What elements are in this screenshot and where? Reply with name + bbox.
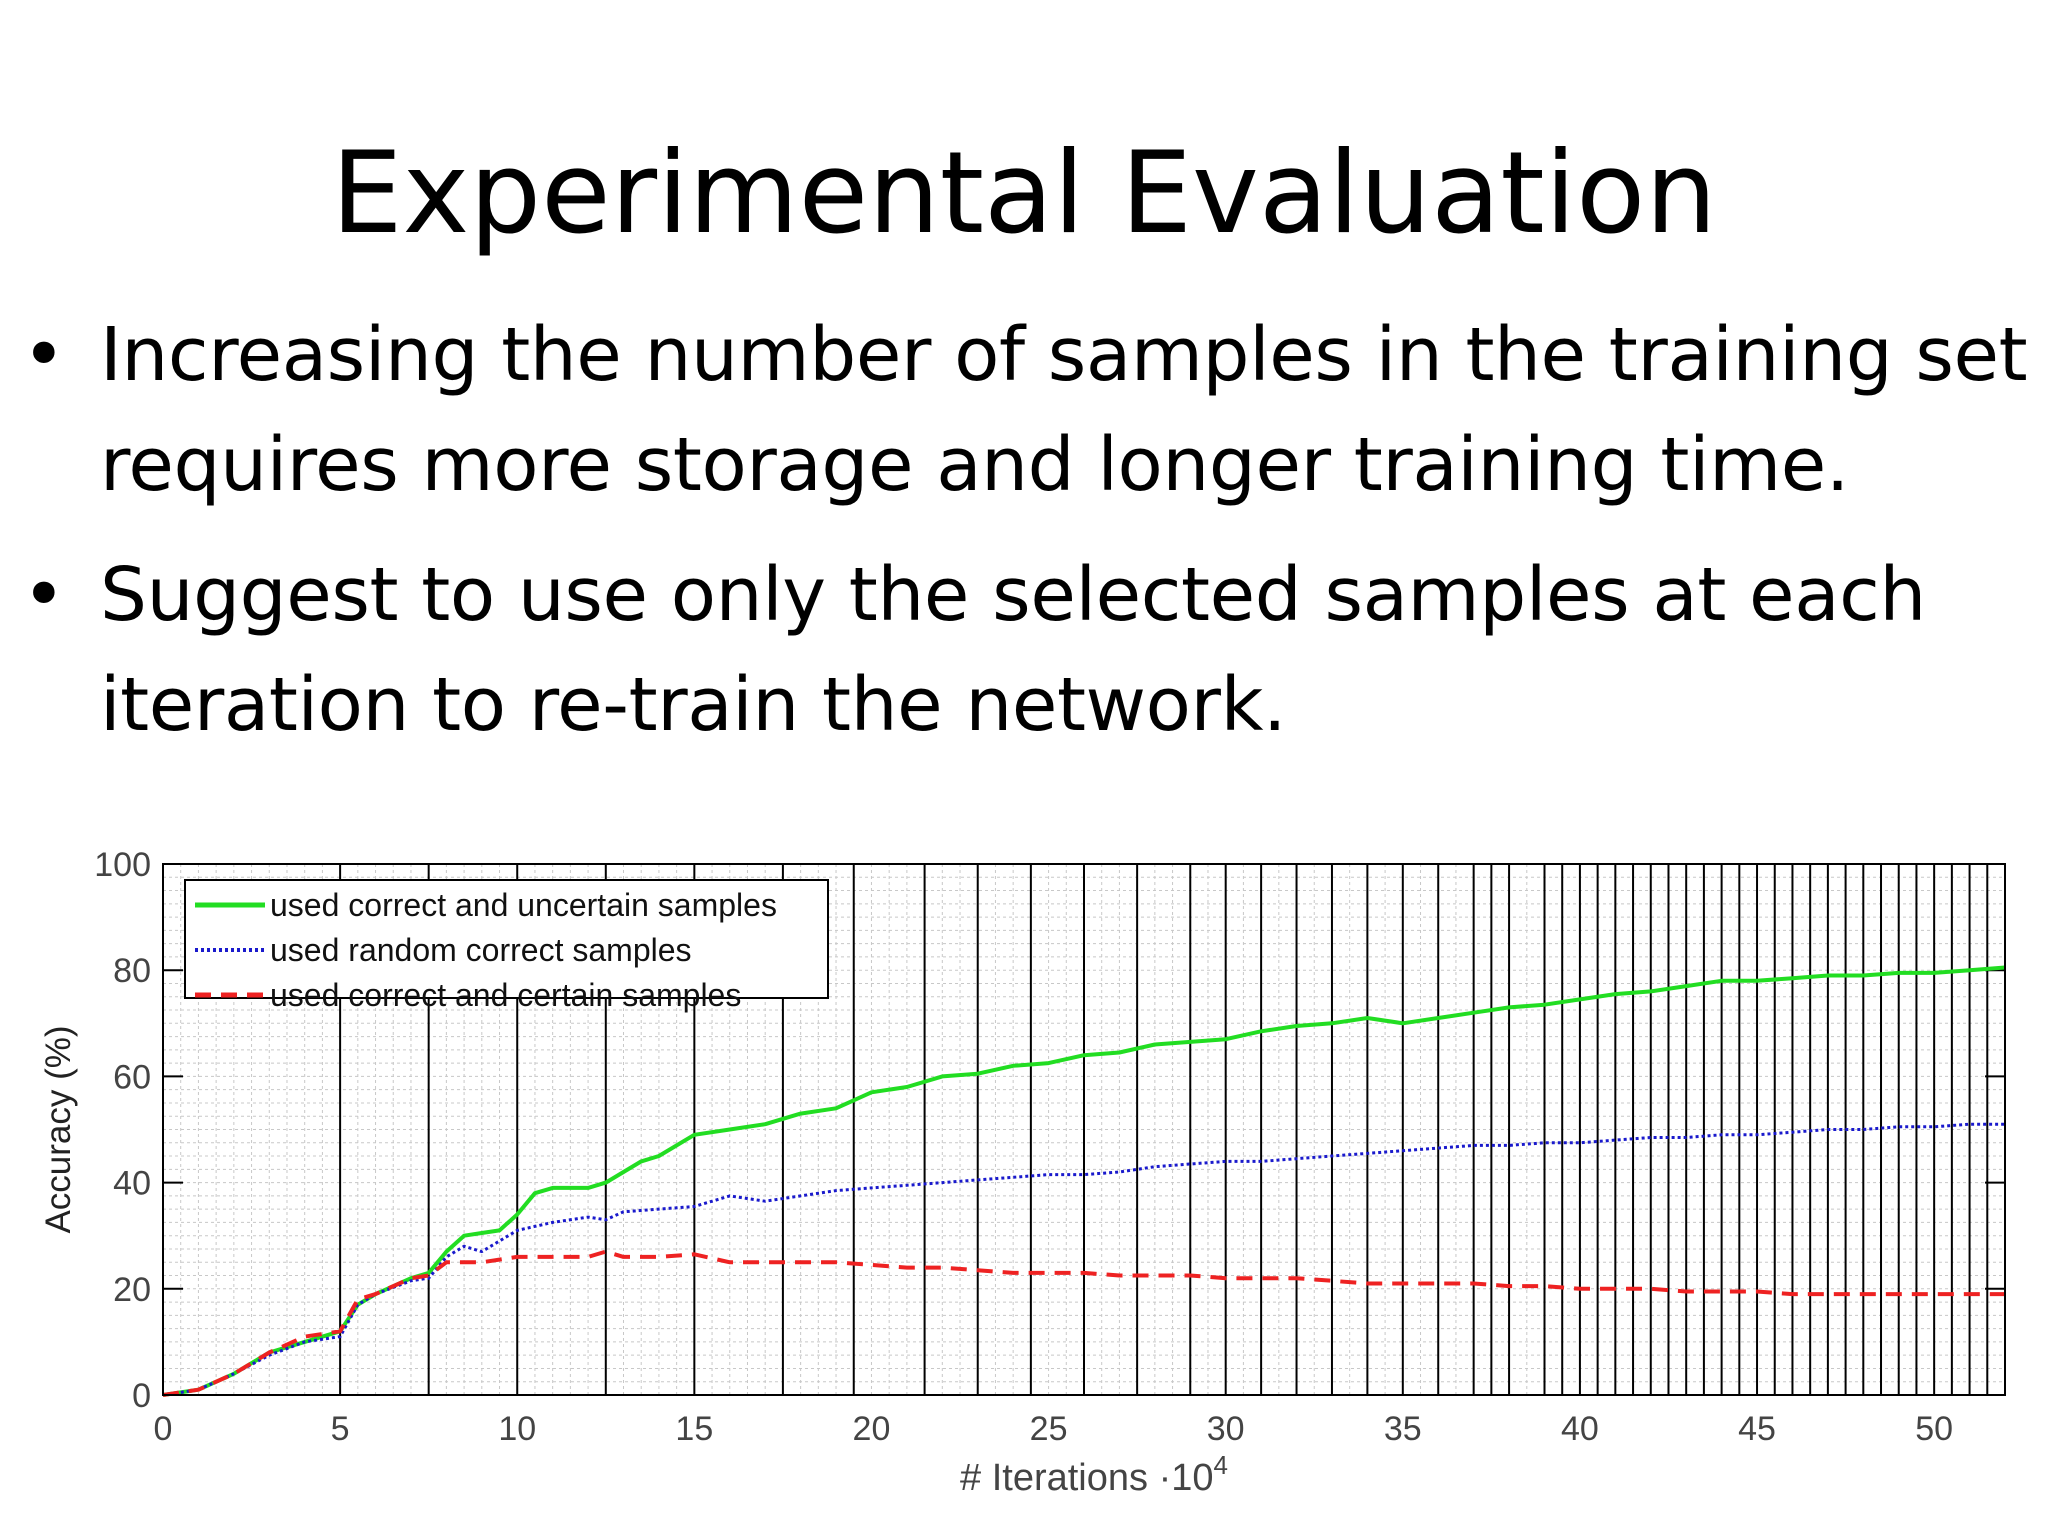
x-tick-label: 20	[853, 1410, 891, 1448]
x-tick-label: 35	[1384, 1410, 1422, 1448]
y-tick-label: 100	[94, 846, 151, 884]
x-tick-label: 5	[331, 1410, 350, 1448]
series-line-1	[162, 965, 2006, 1397]
slide-title: Experimental Evaluation	[331, 127, 1717, 259]
x-tick-label: 30	[1207, 1410, 1245, 1448]
y-axis-label: Accuracy (%)	[39, 1025, 78, 1233]
x-tick-label: 45	[1738, 1410, 1776, 1448]
x-tick-label: 40	[1561, 1410, 1599, 1448]
x-tick-label: 25	[1030, 1410, 1068, 1448]
series-line-2	[162, 1122, 2005, 1397]
accuracy-line-chart: 0 5 10 15 20 25 30 35 40 45 50 0 20 40 60 80 100 Accurac…	[0, 830, 2048, 1536]
series-line-3	[162, 1249, 2005, 1397]
x-tick-label: 0	[154, 1410, 173, 1448]
x-tick-label: 50	[1915, 1410, 1953, 1448]
legend-box	[184, 879, 829, 999]
bullet-item: • Increasing the number of samples in th…	[20, 300, 2040, 520]
chart-legend: used correct and uncertain samples used r…	[184, 879, 829, 1013]
bullet-item: • Suggest to use only the selected sampl…	[20, 540, 2040, 760]
bullet-text: Suggest to use only the selected samples…	[100, 552, 1926, 748]
x-axis-label-exponent: 4	[1214, 1450, 1228, 1480]
legend-label-1: used correct and uncertain samples	[270, 887, 777, 923]
x-axis-label-text: # Iterations ·10	[960, 1457, 1213, 1499]
y-tick-label: 40	[113, 1165, 151, 1203]
legend-label-3: used correct and certain samples	[270, 977, 741, 1013]
x-tick-label: 10	[498, 1410, 536, 1448]
bullet-list: • Increasing the number of samples in th…	[20, 300, 2040, 780]
bullet-dot: •	[22, 552, 66, 638]
x-tick-label: 15	[675, 1410, 713, 1448]
y-tick-label: 20	[113, 1271, 151, 1309]
series-layer	[162, 965, 2006, 1397]
legend-label-2: used random correct samples	[270, 932, 692, 968]
y-tick-label: 0	[132, 1377, 151, 1415]
x-axis-label: # Iterations ·104	[960, 1450, 1228, 1499]
tick-labels: 0 5 10 15 20 25 30 35 40 45 50 0 20 40 60 80 100	[94, 846, 1953, 1448]
bullet-text: Increasing the number of samples in the …	[100, 312, 2028, 508]
major-grid	[163, 864, 2005, 1395]
y-tick-label: 80	[113, 952, 151, 990]
plot-frame	[162, 863, 2006, 1396]
y-tick-label: 60	[113, 1058, 151, 1096]
bullet-dot: •	[22, 312, 66, 398]
